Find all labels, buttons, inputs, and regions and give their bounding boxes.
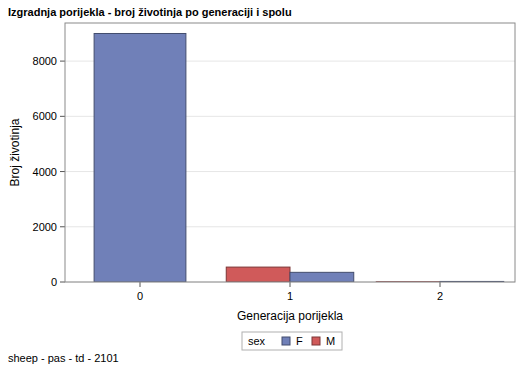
y-tick-label: 0 xyxy=(51,276,57,288)
y-tick xyxy=(60,61,65,62)
x-tick-label: 1 xyxy=(287,290,293,302)
legend-swatch xyxy=(312,337,320,345)
footnote: sheep - pas - td - 2101 xyxy=(8,352,119,364)
legend-label: F xyxy=(296,335,303,347)
bar xyxy=(94,33,186,282)
y-tick xyxy=(60,116,65,117)
x-tick xyxy=(290,282,291,287)
bar xyxy=(290,272,354,282)
legend-label: M xyxy=(326,335,335,347)
x-axis-label: Generacija porijekla xyxy=(237,309,343,323)
legend-box xyxy=(242,332,342,350)
y-tick xyxy=(60,282,65,283)
plot-frame xyxy=(65,23,515,282)
legend-title: sex xyxy=(248,335,266,347)
y-tick-label: 8000 xyxy=(33,55,57,67)
legend: sex F M xyxy=(242,332,342,350)
bars xyxy=(94,33,504,282)
legend-swatch xyxy=(282,337,290,345)
bar xyxy=(226,267,290,282)
y-tick xyxy=(60,226,65,227)
x-tick xyxy=(140,282,141,287)
chart-svg: Izgradnja porijekla - broj životinja po … xyxy=(0,0,529,378)
y-tick-label: 2000 xyxy=(33,221,57,233)
x-tick xyxy=(440,282,441,287)
background xyxy=(0,0,529,378)
y-tick-label: 6000 xyxy=(33,110,57,122)
title: Izgradnja porijekla - broj životinja po … xyxy=(8,6,292,18)
y-tick xyxy=(60,171,65,172)
y-axis-label: Broj životinja xyxy=(8,118,22,186)
x-tick-label: 2 xyxy=(437,290,443,302)
chart-container: Izgradnja porijekla - broj životinja po … xyxy=(0,0,529,378)
x-tick-label: 0 xyxy=(137,290,143,302)
y-tick-label: 4000 xyxy=(33,166,57,178)
